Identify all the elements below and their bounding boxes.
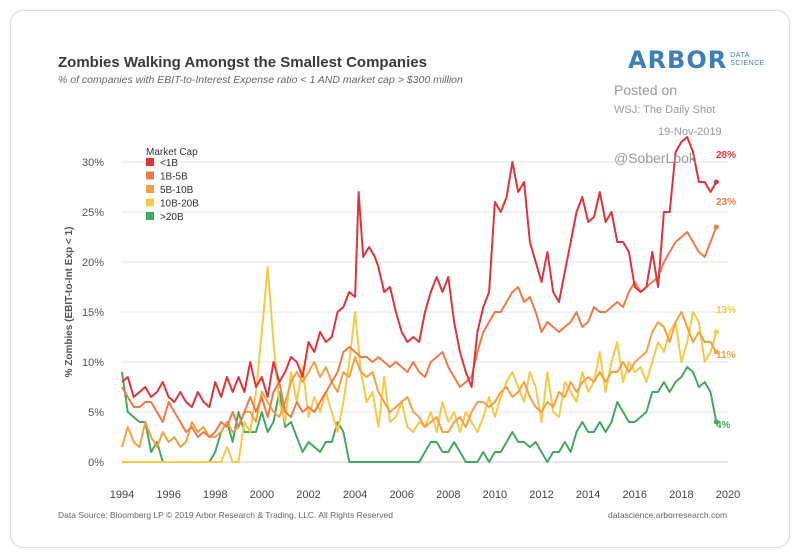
- series-line: [122, 266, 718, 463]
- x-tick-label: 2018: [669, 489, 693, 501]
- x-tick-label: 2020: [716, 489, 740, 501]
- x-tick-label: 1996: [156, 489, 180, 501]
- y-tick-label: 5%: [88, 407, 104, 419]
- y-tick-label: 15%: [82, 307, 104, 319]
- y-tick-label: 20%: [82, 257, 104, 269]
- legend-swatch: [146, 185, 154, 193]
- data-source-note: Data Source: Bloomberg LP © 2019 Arbor R…: [58, 510, 393, 520]
- series-line: [121, 311, 718, 448]
- watermark-line1: Posted on: [614, 82, 678, 98]
- series-endpoint: [713, 419, 719, 425]
- series-end-label: 4%: [716, 420, 731, 431]
- logo-sub-line2: SCIENCE: [730, 60, 765, 67]
- series-line: [121, 136, 718, 408]
- series-end-label: 23%: [716, 197, 736, 208]
- legend-title: Market Cap: [146, 147, 198, 158]
- y-axis-label: % Zombies (EBIT-to-Int Exp < 1): [64, 227, 75, 378]
- y-tick-label: 10%: [82, 357, 104, 369]
- series-line: [121, 226, 718, 438]
- legend-label: >20B: [160, 212, 184, 223]
- logo-sub-line1: DATA: [730, 52, 750, 59]
- watermark-line3: 19-Nov-2019: [658, 126, 722, 138]
- chart-subtitle: % of companies with EBIT-to-Interest Exp…: [58, 74, 463, 86]
- series-endpoint: [713, 349, 719, 355]
- y-tick-label: 25%: [82, 207, 104, 219]
- logo-sub: DATA SCIENCE: [730, 52, 765, 68]
- x-tick-label: 2002: [296, 489, 320, 501]
- legend-label: <1B: [160, 158, 178, 169]
- chart-title: Zombies Walking Amongst the Smallest Com…: [58, 54, 427, 71]
- source-url: datascience.arborresearch.com: [608, 510, 728, 520]
- x-tick-label: 2008: [436, 489, 460, 501]
- y-tick-label: 30%: [82, 157, 104, 169]
- legend-label: 10B-20B: [160, 199, 199, 210]
- legend-label: 1B-5B: [160, 172, 188, 183]
- logo-wordmark: ARBOR: [628, 46, 728, 74]
- x-tick-label: 2014: [576, 489, 600, 501]
- x-tick-label: 1994: [110, 489, 134, 501]
- x-tick-label: 2006: [389, 489, 413, 501]
- series-endpoint: [713, 179, 719, 185]
- x-tick-label: 2004: [343, 489, 367, 501]
- y-tick-label: 0%: [88, 457, 104, 469]
- legend-swatch: [146, 198, 154, 207]
- series-end-label: 13%: [716, 305, 736, 316]
- watermark-line4: @SoberLook: [614, 150, 696, 166]
- watermark-line2: WSJ: The Daily Shot: [614, 104, 716, 116]
- series-endpoint: [713, 224, 719, 230]
- x-tick-label: 1998: [203, 489, 227, 501]
- legend-swatch: [146, 212, 154, 220]
- series-line: [121, 366, 718, 463]
- x-tick-label: 2012: [529, 489, 553, 501]
- x-tick-label: 2016: [623, 489, 647, 501]
- legend-label: 5B-10B: [160, 185, 194, 196]
- series-end-label: 28%: [716, 150, 736, 161]
- series-end-label: 11%: [716, 350, 736, 361]
- legend-swatch: [146, 171, 154, 180]
- series-endpoint: [713, 329, 719, 335]
- legend-swatch: [146, 158, 154, 166]
- x-tick-label: 2000: [250, 489, 274, 501]
- arbor-logo: ARBOR DATA SCIENCE: [628, 46, 765, 74]
- x-tick-label: 2010: [483, 489, 507, 501]
